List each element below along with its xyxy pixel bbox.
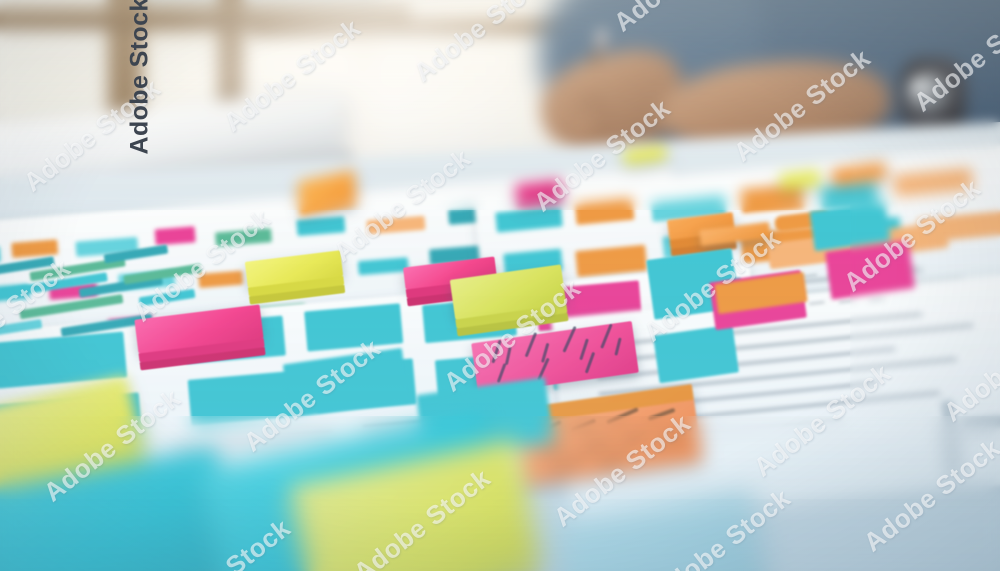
wristwatch-glint — [908, 76, 928, 96]
